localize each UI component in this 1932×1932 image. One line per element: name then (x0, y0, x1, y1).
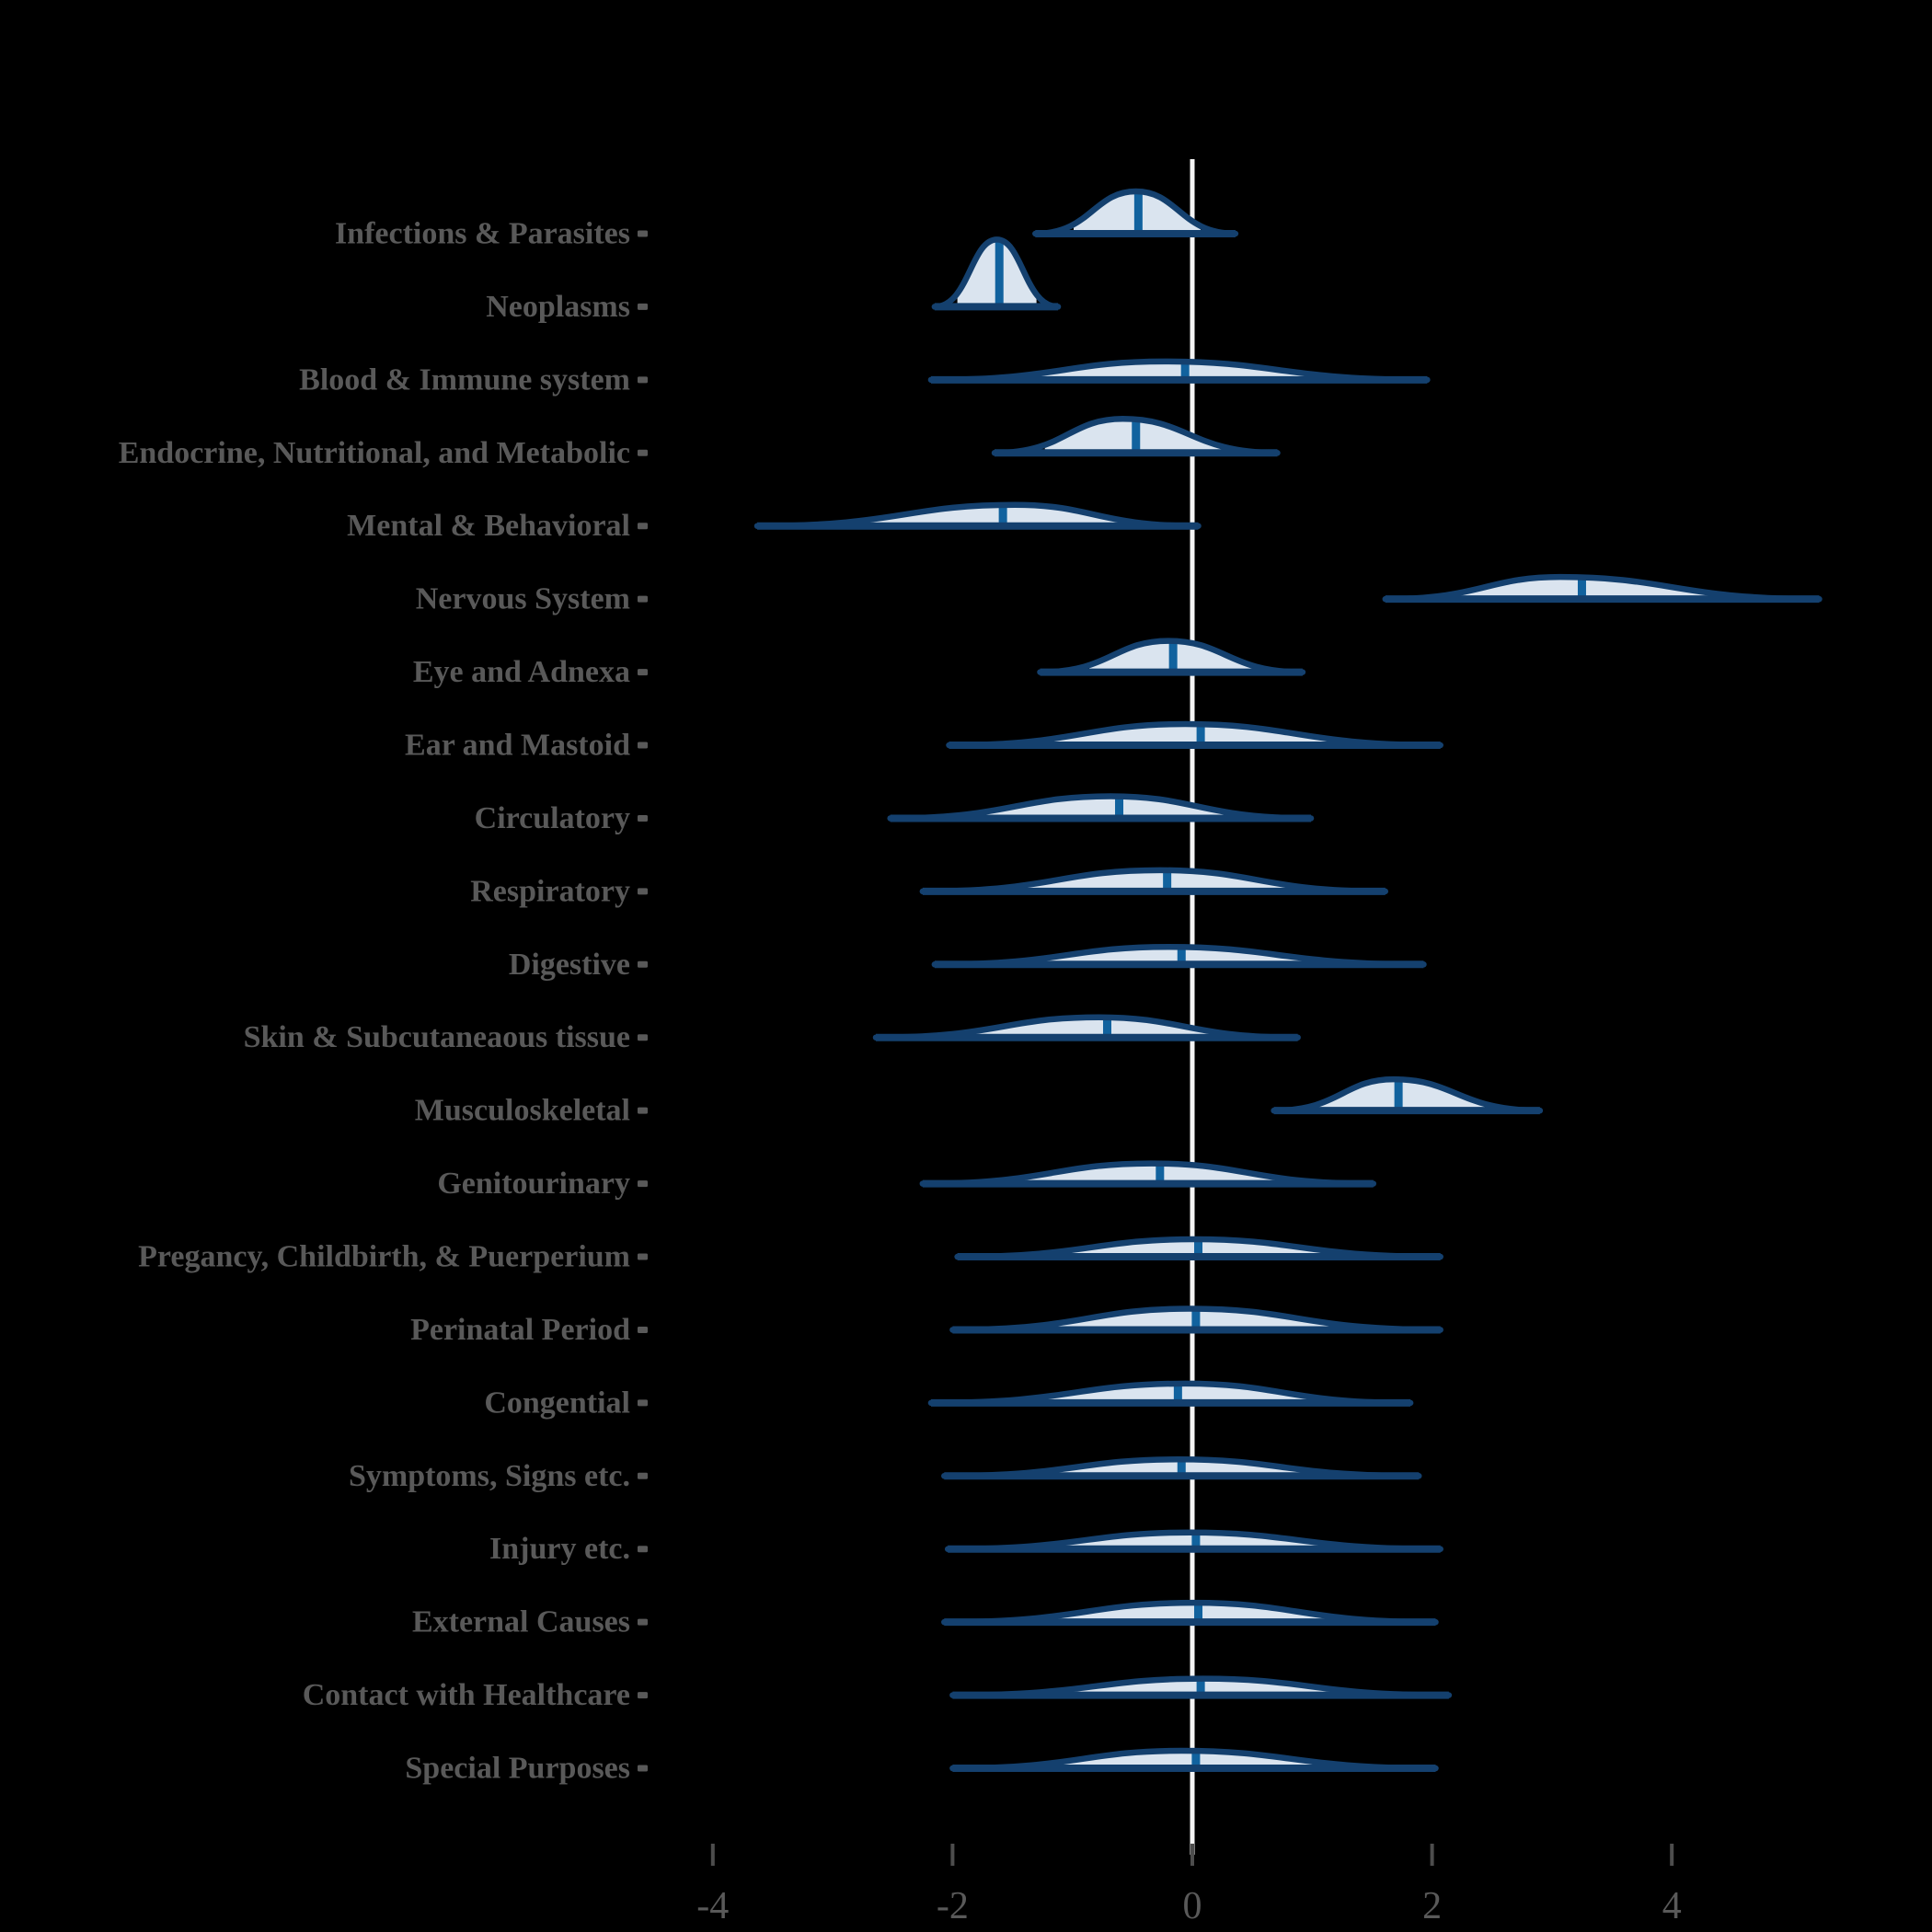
category-label: Neoplasms (486, 290, 630, 324)
violin-row-contact-with-healthcare (949, 1675, 1453, 1699)
category-label: Pregancy, Childbirth, & Puerperium (138, 1240, 630, 1274)
violin-row-special-purposes (949, 1747, 1439, 1773)
y-tick-mark (638, 1546, 648, 1553)
density-outline (872, 1014, 1301, 1041)
y-tick-mark (638, 1692, 648, 1699)
category-label: Injury etc. (489, 1532, 630, 1566)
density-outline (919, 867, 1389, 895)
y-tick-mark (638, 888, 648, 895)
density-outline (931, 944, 1427, 968)
violin-row-eye-and-adnexa (1037, 638, 1306, 676)
density-outline (1382, 573, 1823, 603)
x-tick-label: 0 (1183, 1885, 1202, 1927)
category-label: Genitourinary (437, 1167, 630, 1201)
x-tick-label: 4 (1662, 1885, 1682, 1927)
density-fill (1455, 577, 1726, 600)
density-outline (1037, 638, 1306, 675)
category-label: Perinatal Period (410, 1313, 630, 1347)
violin-row-pregancy-childbirth-puerperium (954, 1236, 1443, 1261)
category-label: Skin & Subcutaneaous tissue (244, 1020, 630, 1054)
y-tick-mark (638, 1472, 648, 1479)
violin-row-injury-etc (944, 1529, 1443, 1553)
density-outline (944, 1529, 1443, 1552)
category-label: Respiratory (470, 874, 630, 908)
y-tick-mark (638, 1399, 648, 1407)
density-outline (887, 793, 1315, 822)
y-tick-mark (638, 669, 648, 676)
category-label: Contact with Healthcare (303, 1678, 630, 1712)
category-label: Digestive (509, 948, 630, 982)
density-outline (941, 1599, 1439, 1626)
y-tick-mark (638, 449, 648, 456)
y-tick-mark (638, 376, 648, 384)
category-label: Mental & Behavioral (347, 509, 630, 543)
violin-row-symptoms-signs-etc (941, 1456, 1422, 1480)
density-outline (927, 358, 1431, 384)
violin-row-ear-and-mastoid (946, 720, 1443, 750)
y-tick-mark (638, 1618, 648, 1626)
x-tick-label: -4 (696, 1885, 729, 1927)
violin-row-skin-subcutaneaous-tissue (872, 1014, 1301, 1041)
y-tick-mark (638, 814, 648, 822)
density-outline (919, 1160, 1376, 1187)
density-outline (753, 501, 1202, 529)
y-tick-mark (638, 595, 648, 603)
category-label: Symptoms, Signs etc. (349, 1459, 630, 1493)
density-outline (946, 720, 1443, 749)
violin-row-congential (927, 1380, 1414, 1407)
x-tick-label: -2 (937, 1885, 969, 1927)
category-label: Musculoskeletal (415, 1094, 630, 1128)
category-label: Congential (484, 1386, 630, 1420)
violin-row-nervous-system (1382, 573, 1823, 604)
category-label: Infections & Parasites (335, 217, 630, 251)
category-label: Nervous System (416, 582, 630, 616)
category-label: Endocrine, Nutritional, and Metabolic (119, 436, 630, 470)
density-outline (954, 1236, 1443, 1260)
density-outline (991, 416, 1281, 456)
violin-row-endocrine-nutritional-and-metabolic (991, 416, 1281, 457)
y-tick-mark (638, 303, 648, 310)
violin-row-perinatal-period (949, 1305, 1443, 1334)
category-label: Eye and Adnexa (413, 655, 630, 689)
y-tick-mark (638, 1180, 648, 1188)
y-tick-mark (638, 1326, 648, 1333)
y-tick-mark (638, 523, 648, 530)
y-tick-mark (638, 1107, 648, 1114)
category-label: Special Purposes (405, 1752, 630, 1786)
x-tick-label: 2 (1422, 1885, 1442, 1927)
density-outline (1271, 1075, 1544, 1114)
density-outline (949, 1747, 1439, 1772)
density-outline (941, 1456, 1422, 1479)
violin-row-respiratory (919, 867, 1389, 895)
violin-row-mental-behavioral (753, 501, 1202, 530)
category-label: Ear and Mastoid (405, 729, 630, 763)
y-tick-mark (638, 960, 648, 968)
y-tick-mark (638, 1765, 648, 1772)
density-outline (1032, 188, 1239, 237)
y-tick-mark (638, 230, 648, 237)
violin-row-infections-parasites (1032, 188, 1239, 237)
violin-row-circulatory (887, 793, 1315, 822)
y-tick-mark (638, 1034, 648, 1041)
density-outline (931, 236, 1062, 310)
category-label: Blood & Immune system (299, 362, 630, 397)
x-axis: -4 -2 0 2 4 (696, 1844, 1682, 1927)
violin-row-musculoskeletal (1271, 1075, 1544, 1115)
violin-row-neoplasms (931, 236, 1062, 311)
y-tick-mark (638, 742, 648, 749)
category-label: Circulatory (475, 801, 630, 835)
density-outline (927, 1380, 1414, 1407)
category-label: External Causes (412, 1605, 630, 1639)
violin-row-genitourinary (919, 1160, 1376, 1188)
density-outline (949, 1675, 1453, 1698)
violin-row-digestive (931, 944, 1427, 969)
density-outline (949, 1305, 1443, 1333)
violin-row-external-causes (941, 1599, 1439, 1627)
violin-row-blood-immune-system (927, 358, 1431, 384)
y-tick-mark (638, 1253, 648, 1260)
